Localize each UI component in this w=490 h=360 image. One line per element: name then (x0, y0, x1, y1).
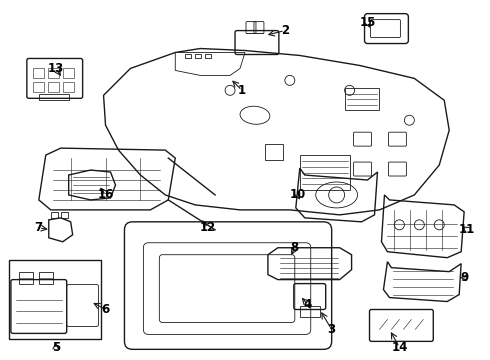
Bar (33, 82, 44, 92)
Text: 2: 2 (281, 24, 289, 37)
Text: 14: 14 (391, 341, 408, 354)
Text: 9: 9 (460, 271, 468, 284)
Bar (39, 94, 69, 100)
Bar (61, 212, 68, 218)
Text: 12: 12 (200, 221, 216, 234)
Text: 7: 7 (35, 221, 43, 234)
Text: 5: 5 (51, 341, 60, 354)
Bar (48, 68, 59, 78)
Text: 11: 11 (459, 223, 475, 236)
Bar (48, 82, 59, 92)
Text: 4: 4 (304, 298, 312, 311)
Bar (9, 260, 100, 339)
Bar (195, 54, 201, 58)
Text: 15: 15 (359, 16, 376, 29)
Text: 10: 10 (290, 188, 306, 202)
Bar (300, 306, 319, 318)
Text: 3: 3 (328, 323, 336, 336)
Text: 13: 13 (48, 62, 64, 75)
Text: 6: 6 (101, 303, 110, 316)
Text: 8: 8 (291, 241, 299, 254)
Bar (300, 155, 349, 190)
Bar (344, 88, 379, 110)
Bar (33, 68, 44, 78)
Bar (51, 212, 58, 218)
Bar (39, 272, 53, 284)
Bar (205, 54, 211, 58)
Bar (63, 68, 74, 78)
Bar (185, 54, 191, 58)
Bar (63, 82, 74, 92)
Text: 1: 1 (238, 84, 246, 97)
Text: 16: 16 (98, 188, 114, 202)
Bar (265, 144, 283, 160)
Bar (19, 272, 33, 284)
